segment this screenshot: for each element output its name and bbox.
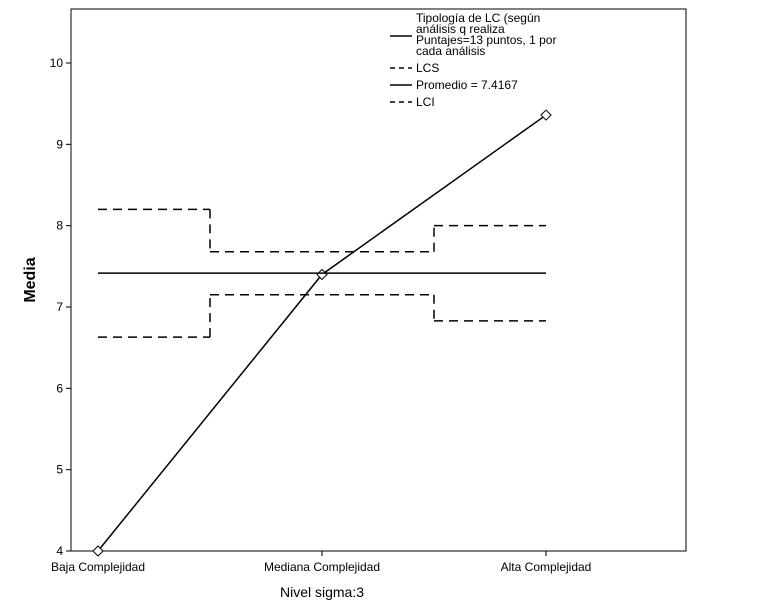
series-line <box>97 114 547 552</box>
y-tick-label: 8 <box>56 219 63 233</box>
series-layer <box>92 109 552 557</box>
y-axis: 4 5 6 7 8 9 10 <box>50 56 71 558</box>
legend-label-3: Promedio = 7.4167 <box>416 78 518 92</box>
series-4 <box>98 294 546 338</box>
series-1 <box>92 109 552 557</box>
y-tick-label: 5 <box>56 463 63 477</box>
legend-label-1: cada análisis <box>416 44 485 58</box>
x-tick-label: Baja Complejidad <box>51 560 145 574</box>
data-point-marker <box>92 545 104 557</box>
x-tick-label: Mediana Complejidad <box>264 560 380 574</box>
y-tick-label: 4 <box>56 544 63 558</box>
y-tick-label: 6 <box>56 381 63 395</box>
legend-label-4: LCI <box>416 95 435 109</box>
y-axis-title: Media <box>22 257 39 302</box>
series-2 <box>98 208 546 253</box>
sigma-level-note: Nivel sigma:3 <box>280 584 364 600</box>
legend-label-2: LCS <box>416 61 439 75</box>
data-point-marker <box>540 109 552 121</box>
y-tick-label: 7 <box>56 300 63 314</box>
x-tick-label: Alta Complejidad <box>501 560 592 574</box>
y-tick-label: 9 <box>56 137 63 151</box>
plot-frame <box>70 8 687 552</box>
legend-label-1: análisis q realiza <box>416 22 505 36</box>
legend-label-1: Puntajes=13 puntos, 1 por <box>416 33 556 47</box>
x-axis: Baja Complejidad Mediana Complejidad Alta … <box>51 551 591 574</box>
legend-label-1: Tipología de LC (según <box>416 11 540 25</box>
y-tick-label: 10 <box>50 56 64 70</box>
